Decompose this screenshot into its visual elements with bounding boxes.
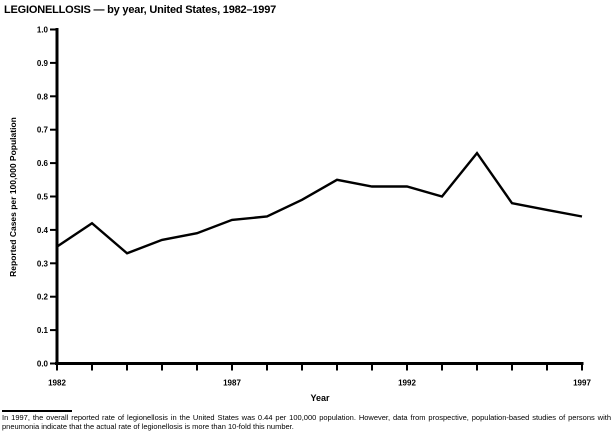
y-tick-label: 0.4 — [37, 226, 49, 235]
y-tick-label: 0.1 — [37, 326, 49, 335]
y-tick-label: 0.7 — [37, 126, 49, 135]
data-line — [56, 151, 583, 255]
y-tick-label: 0.5 — [37, 193, 49, 202]
x-tick-label: 1987 — [223, 379, 241, 388]
footnote-separator — [2, 410, 72, 412]
y-tick-label: 0.8 — [37, 92, 49, 101]
x-tick-label: 1997 — [573, 379, 591, 388]
y-tick-label: 0.0 — [37, 360, 49, 369]
chart-title: LEGIONELLOSIS — by year, United States, … — [4, 4, 277, 16]
x-tick-label: 1992 — [398, 379, 416, 388]
y-tick-label: 1.0 — [37, 26, 49, 35]
y-tick-label: 0.3 — [37, 259, 49, 268]
line-chart: 0.0 0.1 0.2 0.3 0.4 0.5 0.6 0.7 0.8 0.9 1.0 1982 198… — [37, 26, 592, 388]
y-tick-label: 0.2 — [37, 293, 49, 302]
y-tick-label: 0.6 — [37, 159, 49, 168]
footnote-text: In 1997, the overall reported rate of le… — [2, 413, 611, 431]
y-tick-label: 0.9 — [37, 59, 49, 68]
x-tick-label: 1982 — [48, 379, 66, 388]
x-axis-title: Year — [310, 393, 330, 403]
